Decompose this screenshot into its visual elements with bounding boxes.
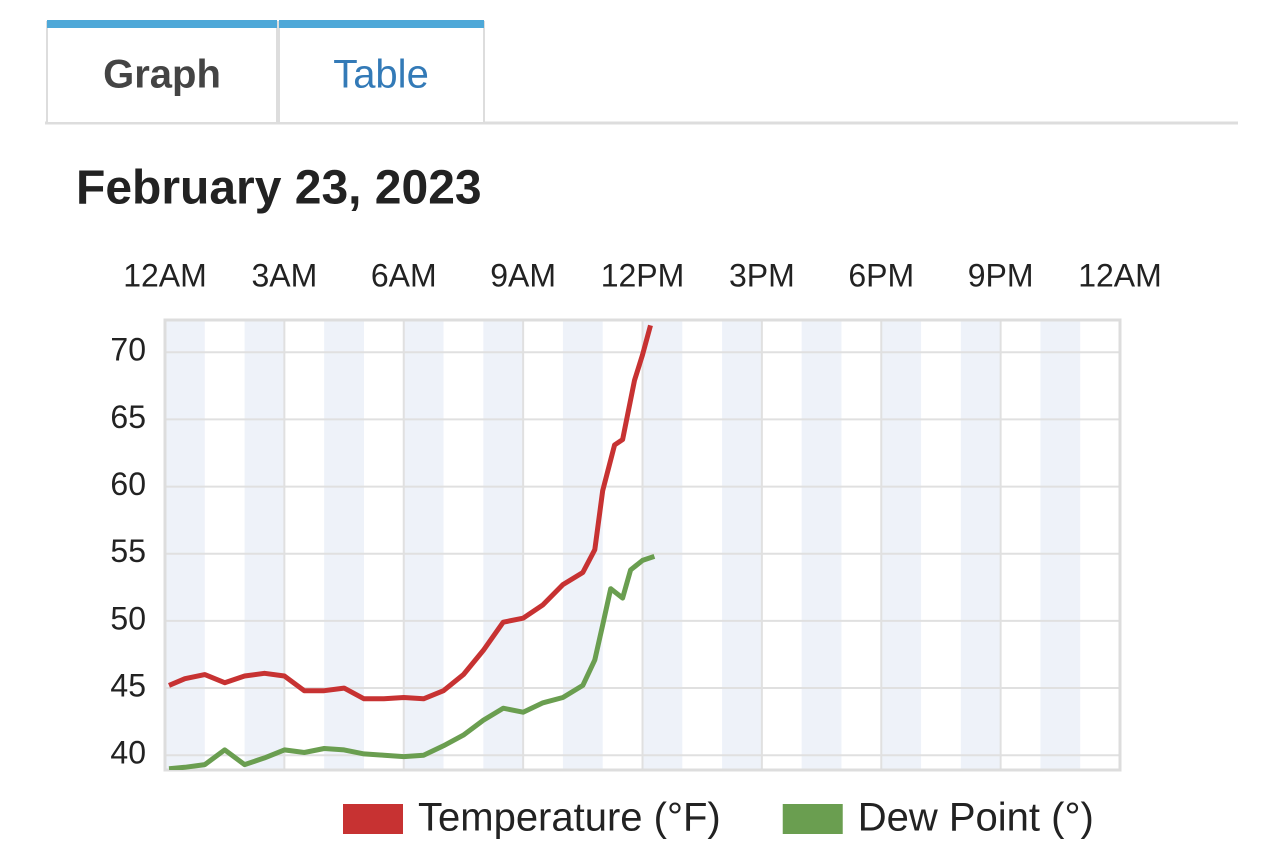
stripe	[483, 320, 524, 770]
y-tick-label: 45	[110, 668, 146, 704]
series-line	[168, 554, 656, 770]
stripe	[403, 320, 444, 770]
x-tick-label: 12AM	[123, 257, 207, 293]
x-tick-label: 12AM	[1078, 257, 1162, 293]
legend-label: Dew Point (°)	[858, 796, 1094, 840]
tab-accent	[279, 20, 484, 28]
chart-title: February 23, 2023	[76, 162, 482, 215]
stripe	[642, 320, 683, 770]
x-tick-label: 9PM	[968, 257, 1034, 293]
stripe	[1040, 320, 1081, 770]
tab-label[interactable]: Table	[333, 53, 429, 97]
plot-area	[168, 324, 656, 770]
stripe	[960, 320, 1001, 770]
stripe	[722, 320, 762, 770]
stripe	[244, 320, 285, 770]
x-tick-label: 9AM	[490, 257, 556, 293]
legend-label: Temperature (°F)	[418, 796, 721, 840]
tab[interactable]	[278, 21, 485, 124]
x-tick-label: 12PM	[601, 257, 685, 293]
plot-border	[163, 318, 1122, 772]
y-tick-label: 70	[110, 332, 146, 368]
stripe	[165, 320, 205, 770]
stripe	[801, 320, 842, 770]
tab-label[interactable]: Graph	[103, 53, 221, 97]
y-tick-label: 65	[110, 399, 146, 435]
y-tick-label: 40	[110, 735, 146, 771]
y-tick-label: 55	[110, 533, 146, 569]
x-tick-label: 6PM	[848, 257, 914, 293]
series-line	[168, 324, 653, 702]
legend-swatch	[782, 804, 843, 834]
x-tick-label: 3AM	[251, 257, 317, 293]
y-tick-label: 60	[110, 466, 146, 502]
tab[interactable]	[46, 21, 278, 124]
stripe	[324, 320, 364, 770]
x-tick-label: 6AM	[371, 257, 437, 293]
legend-swatch	[343, 804, 403, 834]
tab-accent	[47, 20, 277, 28]
stripe	[881, 320, 922, 770]
x-tick-label: 3PM	[729, 257, 795, 293]
y-tick-label: 50	[110, 600, 146, 636]
